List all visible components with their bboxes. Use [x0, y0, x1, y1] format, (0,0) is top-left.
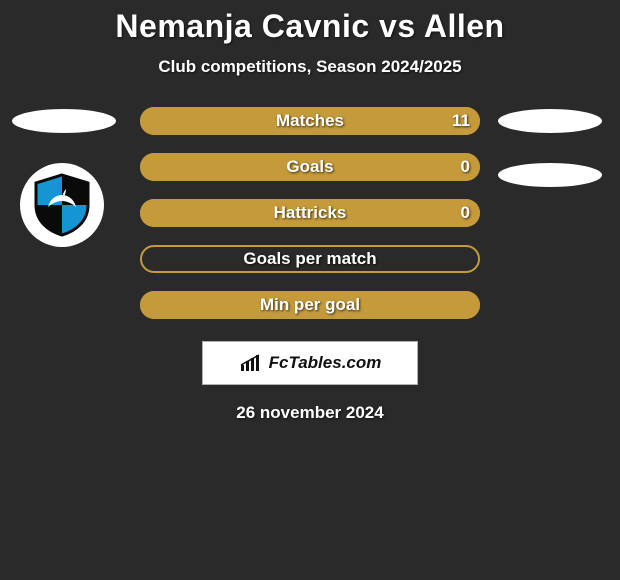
player-placeholder-ellipse: [498, 163, 602, 187]
bar-fill: [140, 153, 480, 181]
club-logo: [20, 163, 104, 247]
page-title: Nemanja Cavnic vs Allen: [0, 8, 620, 45]
stat-bar-row: Hattricks0: [140, 199, 480, 227]
stat-bar-row: Goals per match: [140, 245, 480, 273]
comparison-infographic: Nemanja Cavnic vs Allen Club competition…: [0, 0, 620, 423]
bar-track: [140, 245, 480, 273]
club-crest-icon: [28, 171, 96, 239]
player-placeholder-ellipse: [12, 109, 116, 133]
brand-badge: FcTables.com: [202, 341, 418, 385]
stat-bar-row: Matches11: [140, 107, 480, 135]
left-column: [12, 107, 122, 247]
stat-bar-row: Min per goal: [140, 291, 480, 319]
bar-chart-icon: [239, 353, 263, 373]
bar-fill: [140, 107, 480, 135]
stat-bars: Matches11 Goals0 Hattricks0 Goals per match…: [140, 107, 480, 319]
right-column: [498, 107, 608, 187]
page-subtitle: Club competitions, Season 2024/2025: [0, 57, 620, 77]
bar-fill: [140, 291, 480, 319]
main-row: Matches11 Goals0 Hattricks0 Goals per match…: [0, 107, 620, 319]
bar-fill: [140, 199, 480, 227]
brand-text: FcTables.com: [269, 353, 382, 373]
player-placeholder-ellipse: [498, 109, 602, 133]
date-caption: 26 november 2024: [0, 403, 620, 423]
stat-bar-row: Goals0: [140, 153, 480, 181]
